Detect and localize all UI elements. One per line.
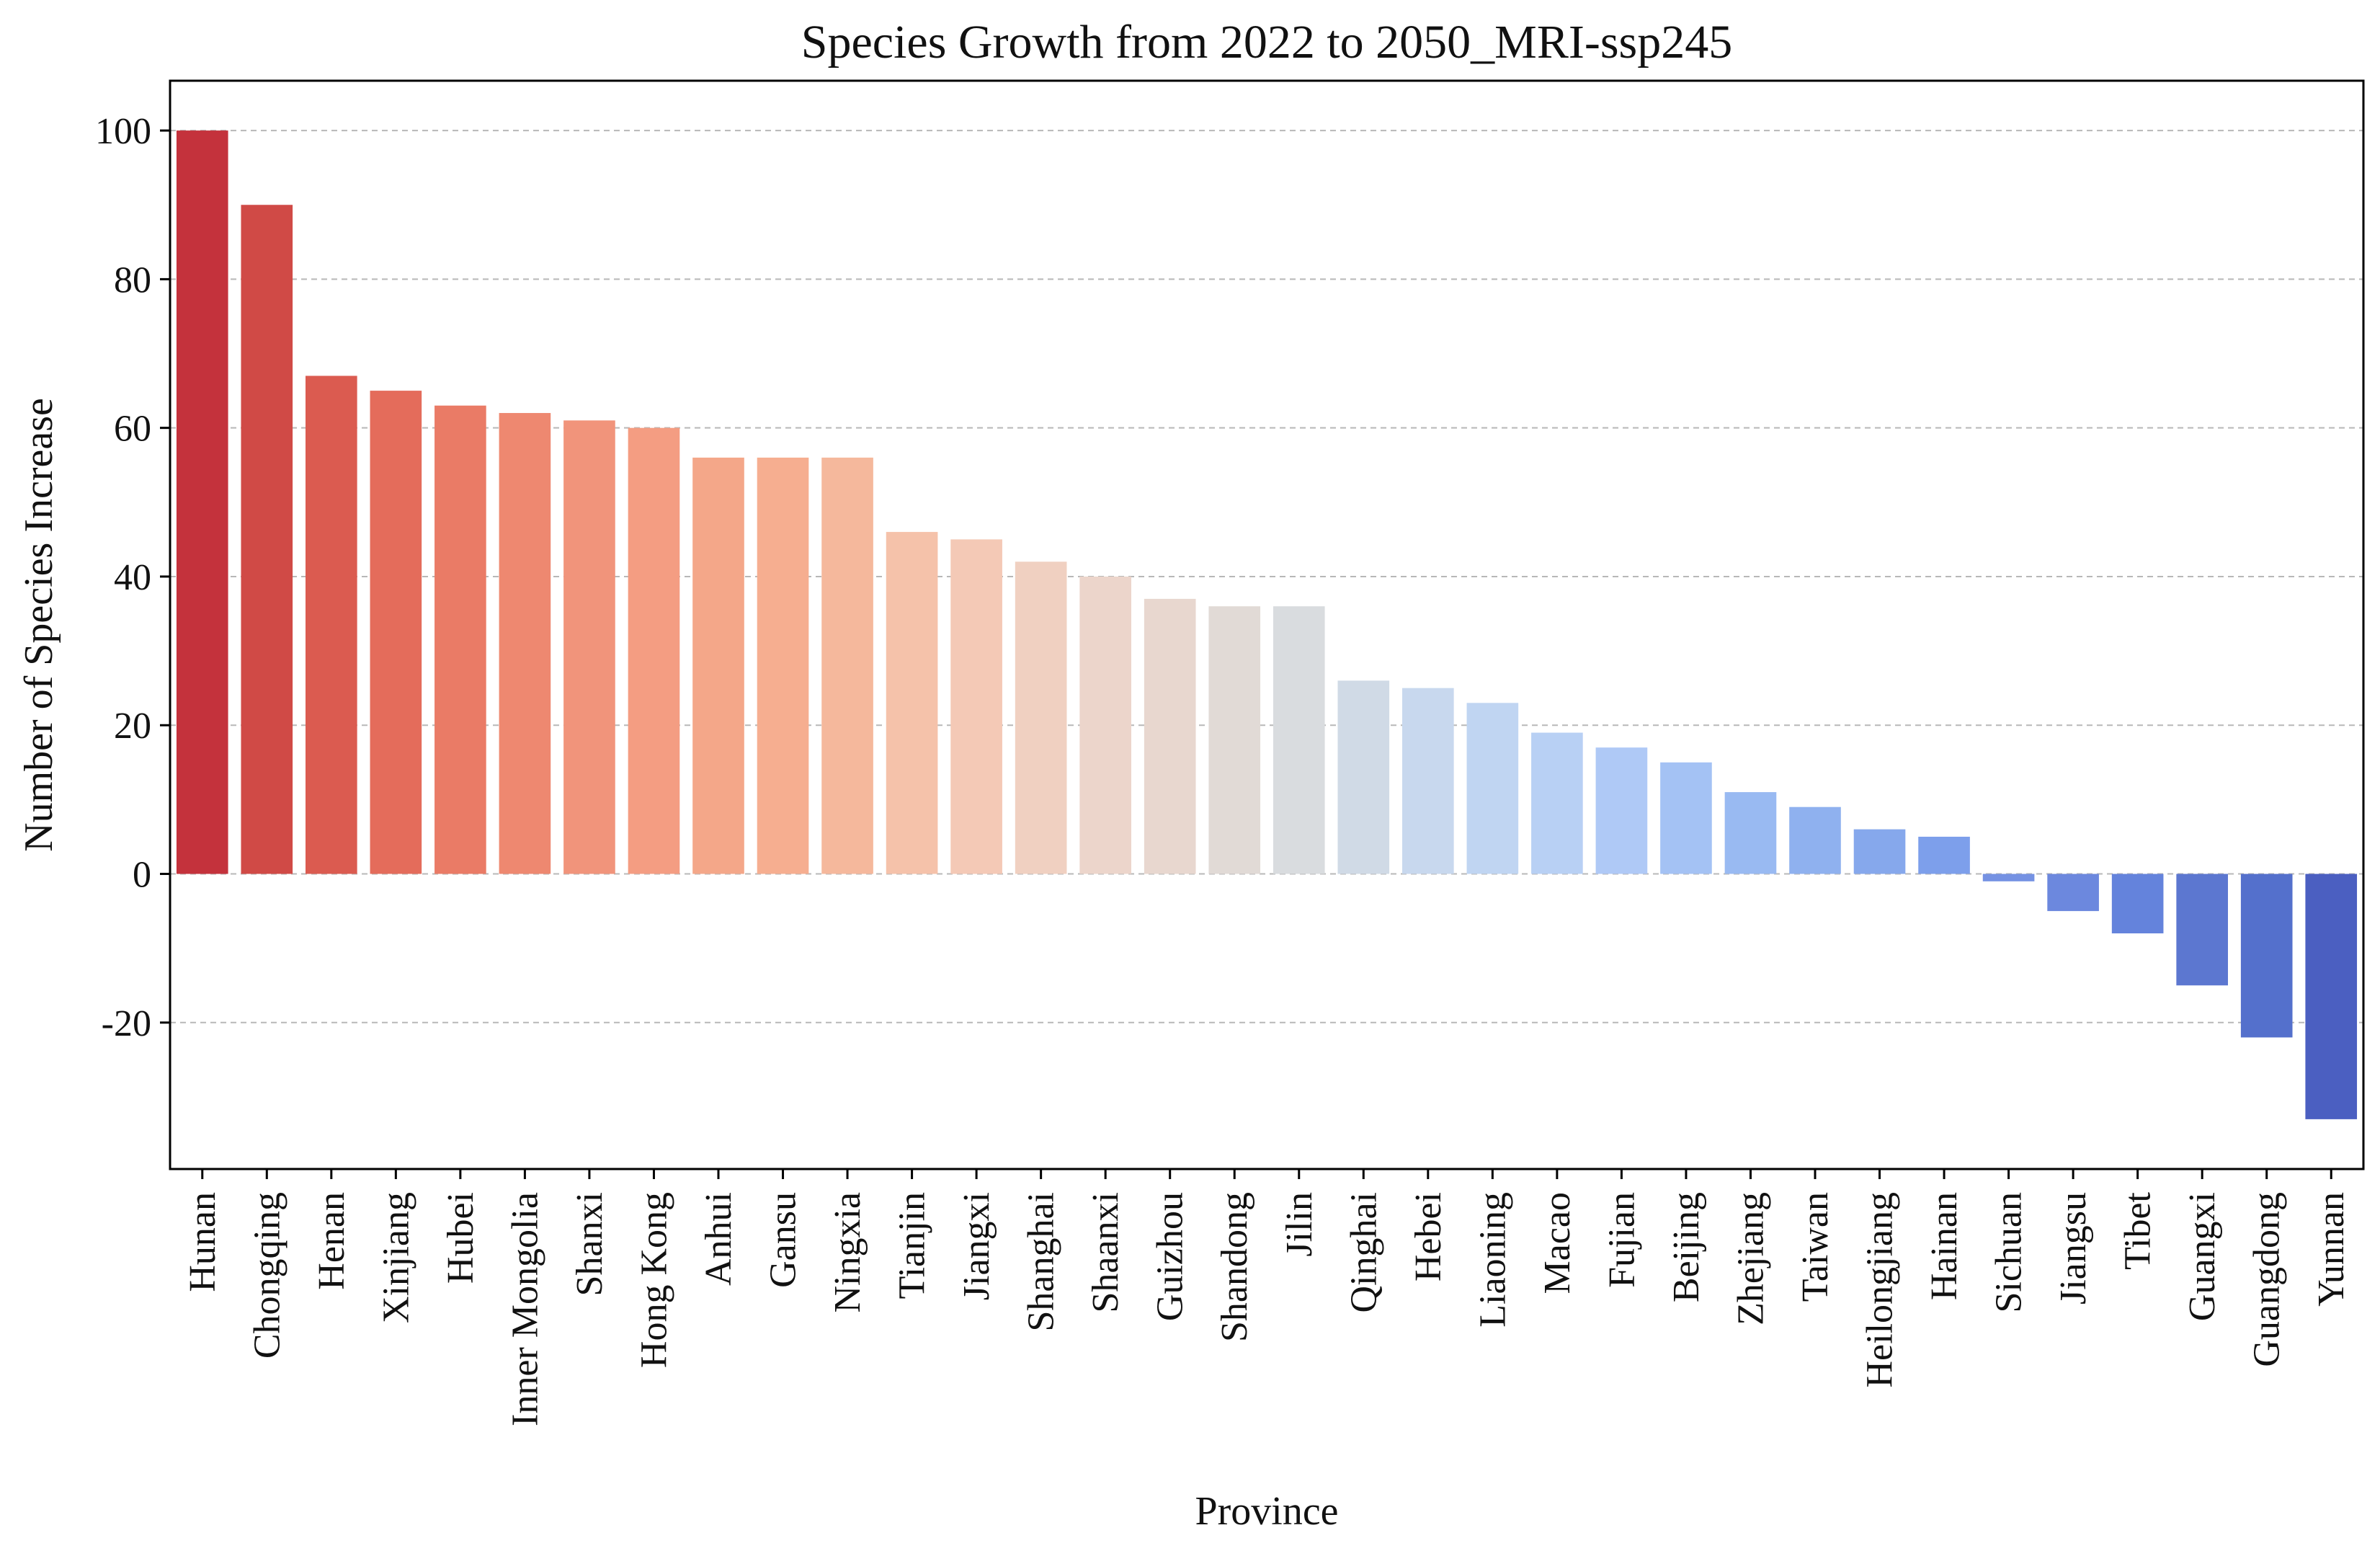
x-tick-label: Sichuan bbox=[1989, 1192, 2030, 1313]
x-axis-ticks: Hunan Chongqing Henan Xinjiang Hubei Inner Mo… bbox=[182, 1169, 2352, 1426]
bar-anhui bbox=[692, 457, 744, 874]
y-tick-label: -20 bbox=[102, 1003, 151, 1044]
bar-fujian bbox=[1595, 747, 1648, 874]
bar-zhejiang bbox=[1724, 792, 1777, 874]
bar-shanxi bbox=[563, 420, 615, 874]
x-tick-label: Shanghai bbox=[1021, 1192, 1062, 1332]
bar-taiwan bbox=[1789, 806, 1841, 874]
bar-liaoning bbox=[1466, 703, 1519, 874]
x-tick-label: Liaoning bbox=[1472, 1192, 1513, 1328]
bar-chongqing bbox=[241, 205, 293, 874]
bar-ningxia bbox=[821, 457, 873, 874]
bar-jilin bbox=[1273, 606, 1325, 874]
y-tick-label: 80 bbox=[114, 259, 151, 301]
bar-beijing bbox=[1660, 762, 1712, 874]
bar-tibet bbox=[2111, 874, 2164, 934]
x-tick-label: Macao bbox=[1537, 1192, 1578, 1294]
bar-guangxi bbox=[2176, 874, 2228, 986]
x-tick-label: Guangdong bbox=[2247, 1192, 2288, 1367]
bar-hunan bbox=[176, 130, 228, 874]
bar-hubei bbox=[434, 405, 486, 874]
x-tick-label: Shanxi bbox=[569, 1192, 610, 1296]
plot-frame bbox=[169, 79, 2365, 1170]
bar-jiangxi bbox=[950, 539, 1002, 874]
x-tick-label: Beijing bbox=[1666, 1192, 1707, 1302]
y-axis-label: Number of Species Increase bbox=[17, 398, 61, 852]
x-tick-label: Shandong bbox=[1214, 1192, 1255, 1342]
bar-xinjiang bbox=[370, 391, 422, 874]
y-tick-label: 100 bbox=[95, 111, 151, 152]
x-tick-label: Ningxia bbox=[827, 1192, 868, 1313]
bar-heilongjiang bbox=[1853, 829, 1906, 874]
x-tick-label: Jilin bbox=[1279, 1192, 1320, 1257]
x-tick-label: Henan bbox=[311, 1192, 352, 1290]
x-tick-label: Heilongjiang bbox=[1860, 1192, 1901, 1388]
bar-qinghai bbox=[1337, 680, 1390, 874]
bar-gansu bbox=[757, 457, 809, 874]
bar-guizhou bbox=[1144, 598, 1196, 874]
bar-shanghai bbox=[1015, 561, 1067, 874]
bar-hainan bbox=[1918, 836, 1970, 874]
x-tick-label: Qinghai bbox=[1343, 1192, 1384, 1313]
bar-hebei bbox=[1402, 688, 1454, 874]
y-tick-label: 0 bbox=[133, 855, 151, 896]
x-tick-label: Chongqing bbox=[246, 1192, 288, 1359]
x-tick-label: Hong Kong bbox=[633, 1192, 674, 1368]
x-tick-label: Hubei bbox=[440, 1192, 481, 1284]
x-tick-label: Yunnan bbox=[2311, 1192, 2352, 1307]
x-tick-label: Zhejiang bbox=[1730, 1192, 1771, 1325]
x-tick-label: Hebei bbox=[1408, 1192, 1449, 1281]
x-tick-label: Jiangsu bbox=[2053, 1192, 2094, 1305]
x-tick-label: Anhui bbox=[698, 1192, 739, 1286]
chart-title: Species Growth from 2022 to 2050_MRI-ssp… bbox=[801, 16, 1732, 68]
bar-guangdong bbox=[2240, 874, 2293, 1038]
bar-shandong bbox=[1208, 606, 1261, 874]
x-tick-label: Tianjin bbox=[892, 1192, 933, 1299]
y-tick-label: 60 bbox=[114, 409, 151, 450]
x-tick-label: Fujian bbox=[1601, 1192, 1642, 1288]
bar-macao bbox=[1531, 732, 1583, 874]
y-tick-label: 40 bbox=[114, 557, 151, 598]
x-tick-label: Xinjiang bbox=[375, 1192, 416, 1323]
x-tick-label: Shaanxi bbox=[1085, 1192, 1126, 1313]
bar-shaanxi bbox=[1079, 576, 1131, 874]
x-tick-label: Tibet bbox=[2118, 1191, 2159, 1269]
bar-inner-mongolia bbox=[499, 413, 551, 874]
x-tick-label: Jiangxi bbox=[956, 1192, 997, 1300]
bar-henan bbox=[306, 375, 357, 874]
y-axis-ticks: -20 0 20 40 60 80 100 bbox=[95, 111, 170, 1044]
x-tick-label: Hainan bbox=[1924, 1192, 1965, 1300]
x-tick-label: Guangxi bbox=[2182, 1192, 2223, 1321]
x-tick-label: Gansu bbox=[763, 1192, 804, 1288]
x-tick-label: Inner Mongolia bbox=[504, 1192, 545, 1426]
x-axis-label: Province bbox=[1195, 1489, 1338, 1534]
bar-yunnan bbox=[2305, 874, 2358, 1119]
x-tick-label: Taiwan bbox=[1795, 1192, 1836, 1302]
bar-hong-kong bbox=[628, 427, 680, 874]
bar-tianjin bbox=[886, 532, 938, 874]
y-tick-label: 20 bbox=[114, 706, 151, 747]
bars bbox=[176, 130, 2358, 1119]
x-tick-label: Hunan bbox=[182, 1192, 223, 1292]
x-tick-label: Guizhou bbox=[1150, 1192, 1191, 1321]
bar-sichuan bbox=[1982, 874, 2035, 881]
bar-jiangsu bbox=[2047, 874, 2099, 912]
